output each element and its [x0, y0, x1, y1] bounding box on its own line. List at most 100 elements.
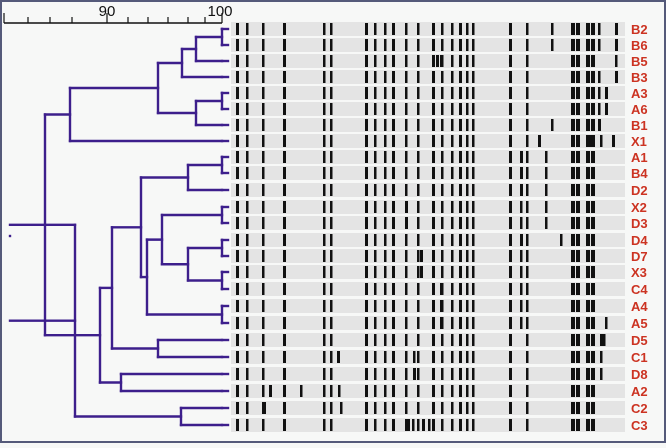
gel-band	[374, 368, 377, 380]
gel-band	[576, 87, 580, 99]
scale-ticks	[3, 13, 223, 23]
gel-band	[576, 217, 580, 229]
gel-band	[586, 402, 590, 414]
gel-band	[459, 234, 462, 246]
gel-band	[520, 283, 523, 295]
sample-label: C3	[631, 418, 648, 433]
gel-band	[459, 167, 462, 179]
gel-band	[432, 167, 435, 179]
gel-band	[472, 217, 475, 229]
gel-band	[405, 300, 408, 312]
gel-band	[545, 151, 548, 163]
sample-label: B1	[631, 118, 648, 133]
gel-band	[374, 103, 377, 115]
gel-band	[545, 217, 548, 229]
gel-band	[451, 217, 454, 229]
gel-band	[246, 135, 249, 147]
gel-lane	[231, 38, 625, 52]
gel-band	[392, 385, 395, 397]
gel-band	[384, 351, 387, 363]
gel-band	[432, 217, 435, 229]
gel-band	[591, 283, 595, 295]
gel-band	[509, 55, 512, 67]
gel-lane	[231, 333, 625, 347]
gel-band	[472, 87, 475, 99]
gel-band	[612, 135, 615, 147]
gel-lane	[231, 102, 625, 116]
gel-band	[605, 87, 608, 99]
gel-band	[600, 368, 603, 380]
gel-band	[262, 217, 265, 229]
gel-lane	[231, 265, 625, 279]
gel-band	[571, 71, 575, 83]
gel-band	[451, 385, 454, 397]
gel-band	[571, 266, 575, 278]
gel-band	[571, 201, 575, 213]
gel-band	[441, 87, 444, 99]
gel-band	[323, 317, 326, 329]
gel-band	[520, 250, 523, 262]
gel-band	[586, 385, 590, 397]
gel-band	[459, 135, 462, 147]
gel-band	[571, 334, 575, 346]
gel-band	[262, 103, 265, 115]
gel-band	[472, 300, 475, 312]
gel-band	[441, 23, 444, 35]
gel-band	[392, 119, 395, 131]
gel-band	[440, 55, 443, 67]
gel-band	[615, 39, 618, 51]
gel-band	[374, 385, 377, 397]
gel-band	[262, 250, 265, 262]
gel-band	[432, 55, 435, 67]
gel-band	[526, 317, 529, 329]
gel-band	[576, 201, 580, 213]
gel-band	[330, 151, 333, 163]
gel-band	[236, 71, 239, 83]
gel-band	[576, 119, 580, 131]
gel-band	[526, 217, 529, 229]
gel-band	[417, 135, 420, 147]
gel-band	[323, 135, 326, 147]
gel-band	[591, 334, 595, 346]
gel-band	[451, 151, 454, 163]
gel-band	[405, 23, 408, 35]
gel-band	[338, 385, 341, 397]
gel-band	[441, 234, 444, 246]
gel-lane	[231, 200, 625, 214]
gel-band	[472, 385, 475, 397]
gel-band	[432, 234, 435, 246]
gel-band	[365, 39, 368, 51]
gel-band	[466, 402, 469, 414]
gel-band	[451, 266, 454, 278]
gel-band	[330, 55, 333, 67]
gel-band	[236, 201, 239, 213]
gel-band	[392, 419, 395, 431]
gel-band	[337, 351, 340, 363]
gel-band	[432, 419, 435, 431]
scale-label-100: 100	[207, 3, 232, 20]
gel-band	[323, 300, 326, 312]
gel-band	[598, 87, 601, 99]
gel-band	[576, 283, 580, 295]
gel-band	[526, 55, 529, 67]
gel-band	[600, 334, 603, 346]
gel-band	[459, 55, 462, 67]
gel-band	[374, 55, 377, 67]
gel-band	[392, 23, 395, 35]
gel-band	[441, 368, 444, 380]
gel-band	[520, 184, 523, 196]
gel-band	[526, 23, 529, 35]
gel-band	[509, 300, 512, 312]
gel-band	[440, 283, 443, 295]
gel-band	[598, 71, 601, 83]
gel-band	[392, 250, 395, 262]
gel-band	[384, 419, 387, 431]
gel-band	[236, 184, 239, 196]
gel-band	[392, 402, 395, 414]
gel-band	[330, 119, 333, 131]
gel-band	[283, 184, 286, 196]
gel-band	[374, 119, 377, 131]
gel-band	[509, 151, 512, 163]
gel-band	[603, 334, 606, 346]
gel-band	[330, 368, 333, 380]
